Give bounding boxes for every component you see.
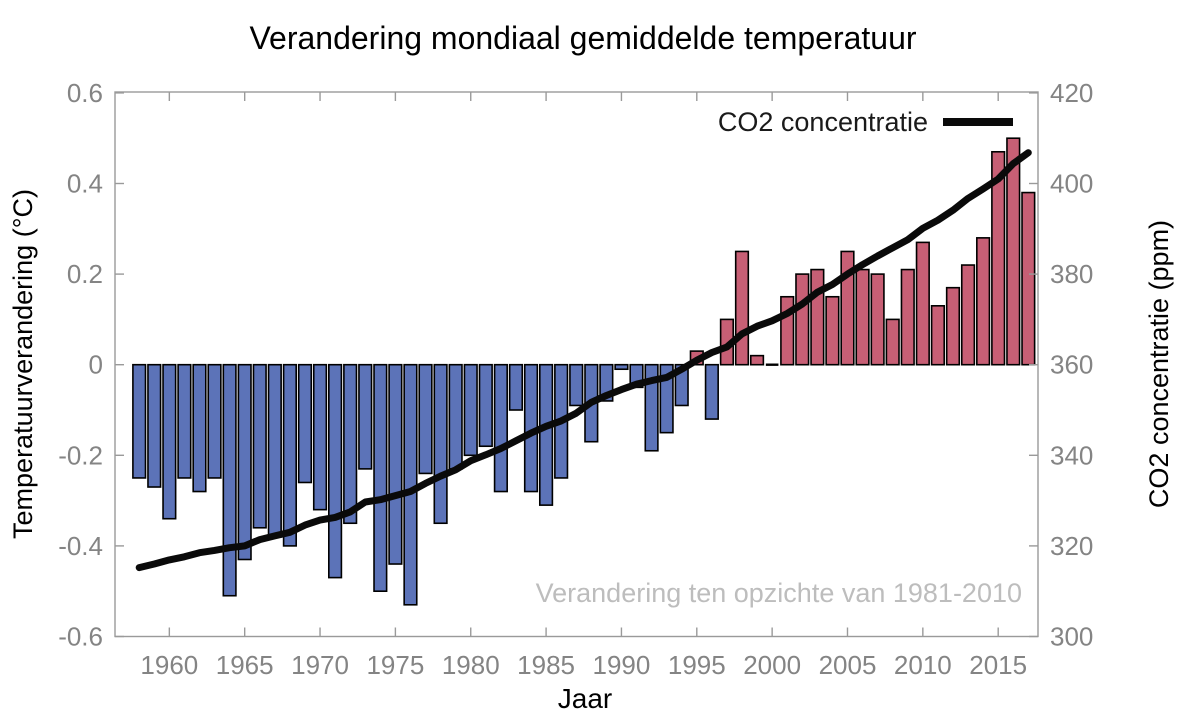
bar-1967 — [267, 363, 282, 538]
y-left-tick-label--0.4: -0.4 — [58, 531, 103, 561]
bar-2008 — [885, 318, 900, 366]
axis-tick-labels: 1960 1965 1970 1975 1980 1985 1990 1995 2000 2005… — [58, 78, 1093, 680]
bar-1981 — [478, 363, 493, 448]
y-right-tick-label-360: 360 — [1050, 350, 1093, 380]
bar-1982 — [493, 363, 508, 493]
y-right-tick-label-380: 380 — [1050, 259, 1093, 289]
bar-1979 — [448, 363, 463, 470]
y-left-tick-label--0.6: -0.6 — [58, 622, 103, 652]
bar-2017 — [1021, 191, 1036, 366]
bar-2011 — [930, 305, 946, 366]
bar-1987 — [569, 363, 584, 407]
bar-1959 — [147, 363, 162, 488]
y-left-tick-label-0: 0 — [89, 350, 103, 380]
bar-1977 — [418, 363, 433, 475]
bar-1964 — [222, 363, 237, 597]
bar-1985 — [538, 363, 554, 506]
y-left-tick-label-0.2: 0.2 — [67, 259, 103, 289]
bar-2006 — [855, 268, 870, 366]
bar-1976 — [403, 363, 418, 606]
bar-2000 — [765, 363, 779, 366]
y-left-axis-label: Temperatuurverandering (°C) — [8, 189, 38, 539]
bar-2009 — [900, 268, 915, 366]
bar-2016 — [1006, 137, 1021, 366]
y-right-axis-label: CO2 concentratie (ppm) — [1144, 220, 1174, 508]
y-right-tick-label-340: 340 — [1050, 440, 1093, 470]
bar-1961 — [177, 363, 192, 479]
y-right-tick-label-400: 400 — [1050, 169, 1093, 199]
y-left-tick-label--0.2: -0.2 — [58, 440, 103, 470]
co2-line — [135, 149, 1032, 572]
bar-1971 — [328, 363, 343, 579]
bar-1968 — [282, 363, 298, 547]
bar-1975 — [388, 363, 403, 565]
bar-1983 — [508, 363, 524, 411]
legend-label: CO2 concentratie — [718, 107, 928, 137]
bar-1978 — [433, 363, 448, 525]
bar-1962 — [192, 363, 207, 493]
bar-1990 — [614, 363, 629, 371]
x-tick-label-1965: 1965 — [216, 650, 274, 680]
bar-1980 — [463, 363, 478, 457]
y-left-tick-label-0.6: 0.6 — [67, 78, 103, 108]
co2-concentration-line — [135, 149, 1032, 572]
x-tick-label-2010: 2010 — [894, 650, 952, 680]
bar-1960 — [162, 363, 177, 520]
x-tick-label-2015: 2015 — [969, 650, 1027, 680]
x-tick-label-1970: 1970 — [291, 650, 349, 680]
y-left-tick-label-0.4: 0.4 — [67, 169, 103, 199]
x-tick-label-1990: 1990 — [593, 650, 651, 680]
bar-1992 — [644, 363, 659, 452]
bar-1972 — [343, 363, 358, 525]
bar-1973 — [358, 363, 373, 470]
bar-1974 — [373, 363, 388, 593]
temperature-bars — [132, 137, 1036, 606]
bar-1965 — [237, 363, 252, 561]
baseline-annotation: Verandering ten opzichte van 1981-2010 — [536, 578, 1022, 608]
x-axis-label: Jaar — [558, 683, 612, 714]
bar-1963 — [207, 363, 222, 479]
x-tick-label-1985: 1985 — [517, 650, 575, 680]
bar-1998 — [734, 250, 750, 366]
x-tick-label-1975: 1975 — [366, 650, 424, 680]
x-tick-label-1995: 1995 — [668, 650, 726, 680]
bar-2010 — [915, 241, 930, 366]
chart-title: Verandering mondiaal gemiddelde temperat… — [249, 20, 916, 56]
bar-1969 — [297, 363, 313, 484]
bar-2015 — [991, 150, 1006, 366]
x-tick-label-1980: 1980 — [442, 650, 500, 680]
bar-1970 — [312, 363, 328, 511]
y-right-tick-label-320: 320 — [1050, 531, 1093, 561]
bar-1993 — [659, 363, 674, 434]
bar-2002 — [795, 273, 810, 366]
bar-2012 — [945, 286, 961, 366]
bar-2014 — [976, 237, 991, 366]
bar-1958 — [132, 363, 147, 479]
axis-ticks — [115, 92, 1038, 638]
x-tick-label-2005: 2005 — [819, 650, 877, 680]
bar-1996 — [704, 363, 719, 420]
bar-1999 — [749, 354, 765, 366]
bar-2013 — [960, 264, 976, 366]
bar-2007 — [870, 273, 885, 366]
bar-2003 — [810, 268, 825, 366]
y-right-tick-label-420: 420 — [1050, 78, 1093, 108]
x-tick-label-2000: 2000 — [743, 650, 801, 680]
bar-1966 — [252, 363, 267, 529]
x-tick-label-1960: 1960 — [140, 650, 198, 680]
bar-2004 — [825, 295, 840, 366]
y-right-tick-label-300: 300 — [1050, 622, 1093, 652]
